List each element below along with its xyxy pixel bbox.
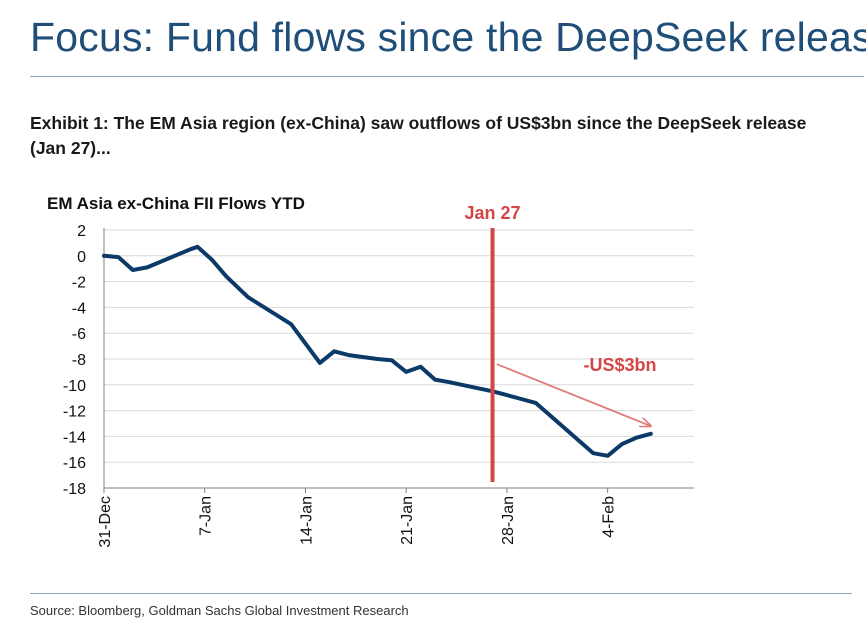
jan27-marker-label: Jan 27: [465, 203, 521, 223]
x-tick-label: 21-Jan: [399, 496, 416, 545]
series: [102, 244, 653, 458]
exhibit-caption: Exhibit 1: The EM Asia region (ex-China)…: [30, 113, 807, 158]
x-tick-labels: 31-Dec 7-Jan 14-Jan 21-Jan 28-Jan 4-Feb: [97, 488, 618, 548]
x-tick-label: 28-Jan: [500, 496, 517, 545]
annotations: Jan 27 -US$3bn: [465, 203, 657, 482]
series-line: [102, 244, 653, 458]
y-tick-label: -2: [72, 275, 86, 292]
y-tick-label: -6: [72, 326, 86, 343]
y-tick-label: 2: [77, 223, 86, 240]
x-tick-label: 14-Jan: [298, 496, 315, 545]
outflow-arrow: [496, 363, 651, 426]
y-tick-label: -14: [63, 429, 86, 446]
source-note: Source: Bloomberg, Goldman Sachs Global …: [30, 603, 409, 618]
y-tick-label: -16: [63, 455, 86, 472]
chart-container: EM Asia ex-China FII Flows YTD 2 0 -2 -4 -6 -…: [47, 194, 694, 548]
y-tick-label: -12: [63, 404, 86, 421]
source-divider: [30, 593, 852, 594]
y-tick-label: -4: [72, 300, 86, 317]
outflow-label: -US$3bn: [583, 355, 656, 375]
y-tick-label: -10: [63, 378, 86, 395]
x-tick-label: 4-Feb: [601, 496, 618, 538]
x-tick-label: 31-Dec: [97, 496, 114, 548]
title-divider: [30, 76, 864, 77]
x-tick-label: 7-Jan: [198, 496, 215, 536]
y-tick-labels: 2 0 -2 -4 -6 -8 -10 -12 -14 -16 -18: [63, 223, 86, 498]
fund-flows-chart: EM Asia ex-China FII Flows YTD 2 0 -2 -4 -6 -…: [47, 194, 694, 548]
y-tick-label: -8: [72, 352, 86, 369]
chart-title: EM Asia ex-China FII Flows YTD: [47, 194, 305, 213]
page-title: Focus: Fund flows since the DeepSeek rel…: [30, 14, 866, 60]
axes: [103, 228, 694, 489]
gridlines: [104, 229, 694, 463]
y-tick-label: 0: [77, 249, 86, 266]
y-tick-label: -18: [63, 481, 86, 498]
